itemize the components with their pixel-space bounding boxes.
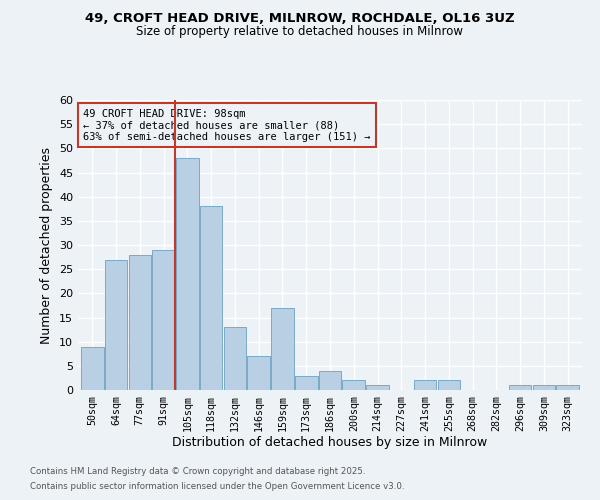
Bar bbox=[176, 158, 199, 390]
Y-axis label: Number of detached properties: Number of detached properties bbox=[40, 146, 53, 344]
Bar bbox=[414, 380, 436, 390]
Text: Contains HM Land Registry data © Crown copyright and database right 2025.: Contains HM Land Registry data © Crown c… bbox=[30, 467, 365, 476]
Bar bbox=[128, 254, 151, 390]
Bar bbox=[295, 376, 317, 390]
Bar bbox=[509, 385, 532, 390]
Bar bbox=[247, 356, 270, 390]
Bar bbox=[105, 260, 127, 390]
Bar bbox=[437, 380, 460, 390]
Bar bbox=[224, 327, 246, 390]
Bar bbox=[200, 206, 223, 390]
Text: 49, CROFT HEAD DRIVE, MILNROW, ROCHDALE, OL16 3UZ: 49, CROFT HEAD DRIVE, MILNROW, ROCHDALE,… bbox=[85, 12, 515, 26]
Bar bbox=[81, 346, 104, 390]
Text: 49 CROFT HEAD DRIVE: 98sqm
← 37% of detached houses are smaller (88)
63% of semi: 49 CROFT HEAD DRIVE: 98sqm ← 37% of deta… bbox=[83, 108, 371, 142]
Text: Contains public sector information licensed under the Open Government Licence v3: Contains public sector information licen… bbox=[30, 482, 404, 491]
Bar bbox=[366, 385, 389, 390]
Bar bbox=[271, 308, 294, 390]
Text: Size of property relative to detached houses in Milnrow: Size of property relative to detached ho… bbox=[137, 25, 464, 38]
Bar bbox=[343, 380, 365, 390]
Bar bbox=[152, 250, 175, 390]
Bar bbox=[533, 385, 555, 390]
Bar bbox=[319, 370, 341, 390]
X-axis label: Distribution of detached houses by size in Milnrow: Distribution of detached houses by size … bbox=[172, 436, 488, 450]
Bar bbox=[556, 385, 579, 390]
